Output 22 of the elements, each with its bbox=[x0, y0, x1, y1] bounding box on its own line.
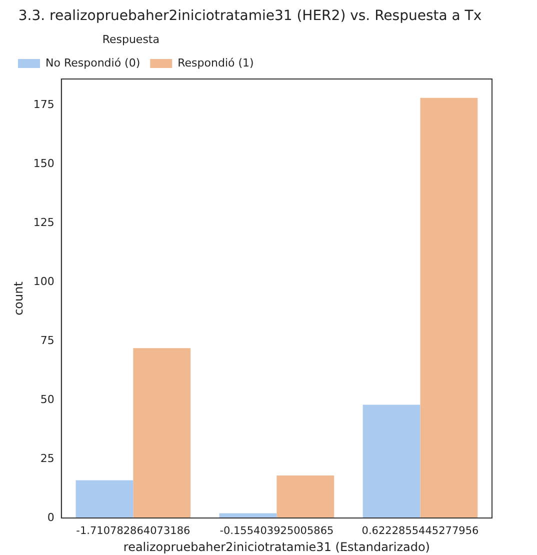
y-tick-label: 0 bbox=[47, 510, 54, 524]
y-tick-label: 75 bbox=[40, 334, 54, 347]
bar bbox=[276, 476, 334, 518]
y-tick-label: 150 bbox=[33, 156, 54, 170]
bar bbox=[362, 404, 420, 518]
x-tick-label: -1.710782864073186 bbox=[76, 525, 190, 538]
y-tick-label: 125 bbox=[33, 216, 54, 229]
bar bbox=[133, 348, 191, 518]
legend-title: Respuesta bbox=[102, 33, 160, 46]
x-tick-label: -0.155403925005865 bbox=[220, 525, 334, 538]
chart-title: 3.3. realizopruebaher2iniciotratamie31 (HER2) vs. Respuesta a Tx bbox=[18, 8, 482, 24]
legend-label: Respondió (1) bbox=[178, 56, 254, 70]
y-axis-title: count bbox=[11, 281, 26, 316]
y-tick-label: 50 bbox=[40, 392, 54, 406]
y-tick-label: 175 bbox=[33, 98, 54, 111]
y-tick-label: 100 bbox=[33, 274, 54, 288]
bar bbox=[76, 480, 134, 518]
legend-label: No Respondió (0) bbox=[46, 56, 140, 70]
bar bbox=[420, 98, 478, 518]
x-axis-title: realizopruebaher2iniciotratamie31 (Estandarizado) bbox=[123, 540, 430, 554]
y-tick-label: 25 bbox=[40, 452, 54, 465]
x-tick-label: 0.6222855445277956 bbox=[362, 525, 480, 538]
